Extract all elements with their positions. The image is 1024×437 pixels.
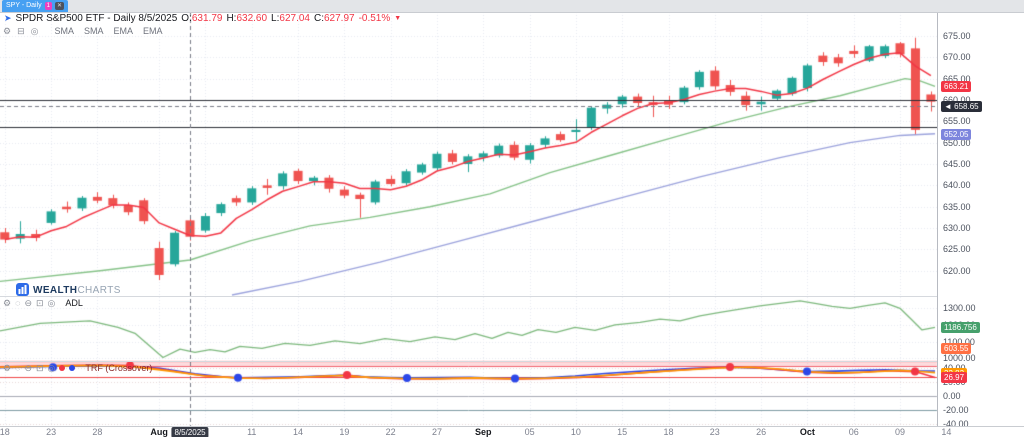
wealthcharts-logo: WEALTHCHARTS (16, 280, 121, 298)
low-value: 627.04 (279, 13, 310, 24)
gear-icon[interactable]: ⚙ (3, 363, 12, 373)
collapse-icon[interactable]: ⊟ (17, 26, 25, 36)
time-tick-label: Sep (475, 427, 492, 437)
ma-label-sma2[interactable]: SMA (84, 26, 104, 36)
trf-blue-dot-icon (69, 365, 76, 371)
logo-icon (16, 282, 29, 296)
time-tick-label: 15 (617, 427, 628, 437)
time-tick-label: 06 (848, 427, 859, 437)
trf-red-dot-icon (59, 365, 66, 371)
minus-icon[interactable]: ⊖ (24, 363, 32, 373)
time-tick-label: 18 (0, 427, 10, 437)
ma-label-ema2[interactable]: EMA (143, 26, 163, 36)
tab-count-badge: 1 (44, 2, 53, 10)
axis-value-badge: ◄ 658.65 (941, 100, 982, 112)
circle-icon[interactable]: ◌ (15, 298, 21, 308)
close-label: C: (313, 13, 324, 24)
axis-tick-label: 1000.00 (943, 353, 976, 364)
box-icon[interactable]: ⊡ (35, 298, 44, 308)
axis-tick-label: 1100.00 (943, 336, 975, 347)
ma-label-ema1[interactable]: EMA (113, 26, 134, 36)
axis-tick-label: 645.00 (943, 159, 971, 170)
tab-bar: SPY - Daily 1 ✕ (0, 0, 1024, 13)
ma-labels: SMA SMA EMA EMA (54, 26, 162, 36)
minus-icon[interactable]: ⊖ (24, 298, 32, 308)
time-tick-label: 05 (524, 427, 535, 437)
axis-tick-label: 0.00 (943, 391, 961, 402)
eye-icon[interactable]: ◎ (47, 298, 56, 308)
crosshair-date-badge: 8/5/2025 (171, 427, 209, 437)
open-label: O: (181, 13, 192, 24)
open-value: 631.79 (191, 13, 223, 24)
axis-tick-label: 650.00 (943, 137, 971, 148)
box-icon[interactable]: ⊡ (35, 363, 44, 373)
axis-tick-label: 670.00 (943, 52, 971, 63)
axis-tick-label: -40.00 (943, 419, 969, 430)
gear-icon[interactable]: ⚙ (3, 298, 12, 308)
ma-label-sma1[interactable]: SMA (54, 26, 74, 36)
axis-tick-label: 640.00 (943, 180, 971, 191)
time-tick-label: 10 (570, 427, 581, 437)
axis-tick-label: 620.00 (943, 265, 971, 276)
circle-icon[interactable]: ◌ (15, 363, 21, 373)
gear-icon[interactable]: ⚙ (3, 26, 12, 36)
adl-panel-label[interactable]: ADL (65, 298, 83, 308)
chart-title: SPDR S&P500 ETF - Daily 8/5/2025 (15, 13, 178, 24)
axis-value-badge: 663.21 (941, 81, 972, 93)
axis-tick-label: 1300.00 (943, 303, 976, 314)
axis-value-badge: 26.97 (941, 372, 968, 384)
axis-tick-label: 625.00 (943, 244, 971, 255)
time-tick-label: 26 (756, 427, 767, 437)
time-tick-label: Oct (799, 427, 815, 437)
adl-panel-header: ⚙ ◌ ⊖ ⊡ ◎ ADL (3, 298, 83, 308)
chart-header: ➤ SPDR S&P500 ETF - Daily 8/5/2025 O:631… (4, 13, 401, 24)
logo-text-bold: WEALTH (33, 285, 78, 296)
time-tick-label: 22 (385, 427, 396, 437)
close-value: 627.97 (323, 13, 355, 24)
axis-tick-label: 665.00 (943, 73, 971, 84)
time-tick-label: 18 (663, 427, 674, 437)
axis-value-badge: 1186.756 (941, 322, 980, 334)
price-axis[interactable]: 675.00 670.00 665.00 660.00 655.00 650.00 645.… (937, 0, 1024, 430)
change-percent: -0.51% (358, 13, 391, 24)
low-label: L: (271, 13, 280, 24)
time-tick-label: 23 (46, 427, 57, 437)
axis-tick-label: 675.00 (943, 31, 971, 41)
price-down-icon: ▼ (394, 15, 402, 22)
axis-tick-label: -20.00 (943, 405, 969, 416)
high-label: H: (226, 13, 237, 24)
trf-panel-label[interactable]: TRF (Crossover) (85, 363, 153, 373)
symbol-icon: ➤ (4, 13, 12, 23)
eye-icon[interactable]: ◎ (47, 363, 56, 373)
time-tick-label: 14 (293, 427, 304, 437)
time-tick-label: Aug (150, 427, 168, 437)
time-axis[interactable]: 182328Aug61114192227Sep051015182326Oct06… (0, 426, 1024, 437)
panel-separator[interactable] (0, 296, 1024, 297)
axis-tick-label: 635.00 (943, 201, 971, 212)
tab-spy-daily[interactable]: SPY - Daily 1 ✕ (2, 0, 69, 12)
axis-value-badge: 652.05 (941, 128, 972, 140)
logo-text-light: CHARTS (77, 285, 121, 296)
axis-tick-label: 660.00 (943, 95, 971, 105)
high-value: 632.60 (236, 13, 268, 24)
trf-panel-header: ⚙ ◌ ⊖ ⊡ ◎ TRF (Crossover) (3, 363, 152, 373)
time-tick-label: 19 (339, 427, 350, 437)
time-tick-label: 11 (247, 427, 257, 437)
axis-value-badge: 603.55 (941, 343, 972, 354)
tab-close-icon[interactable]: ✕ (55, 2, 65, 10)
axis-tick-label: 630.00 (943, 223, 971, 234)
axis-tick-label: 655.00 (943, 116, 971, 127)
time-tick-label: 28 (92, 427, 103, 437)
time-tick-label: 27 (431, 427, 442, 437)
time-tick-label: 23 (709, 427, 720, 437)
panel-separator[interactable] (0, 361, 1024, 362)
eye-icon[interactable]: ◎ (30, 26, 39, 36)
overlay-toolbar: ⚙ ⊟ ◎ SMA SMA EMA EMA (3, 26, 163, 36)
time-tick-label: 14 (941, 427, 952, 437)
tab-label: SPY - Daily (6, 2, 42, 9)
time-tick-label: 09 (895, 427, 906, 437)
